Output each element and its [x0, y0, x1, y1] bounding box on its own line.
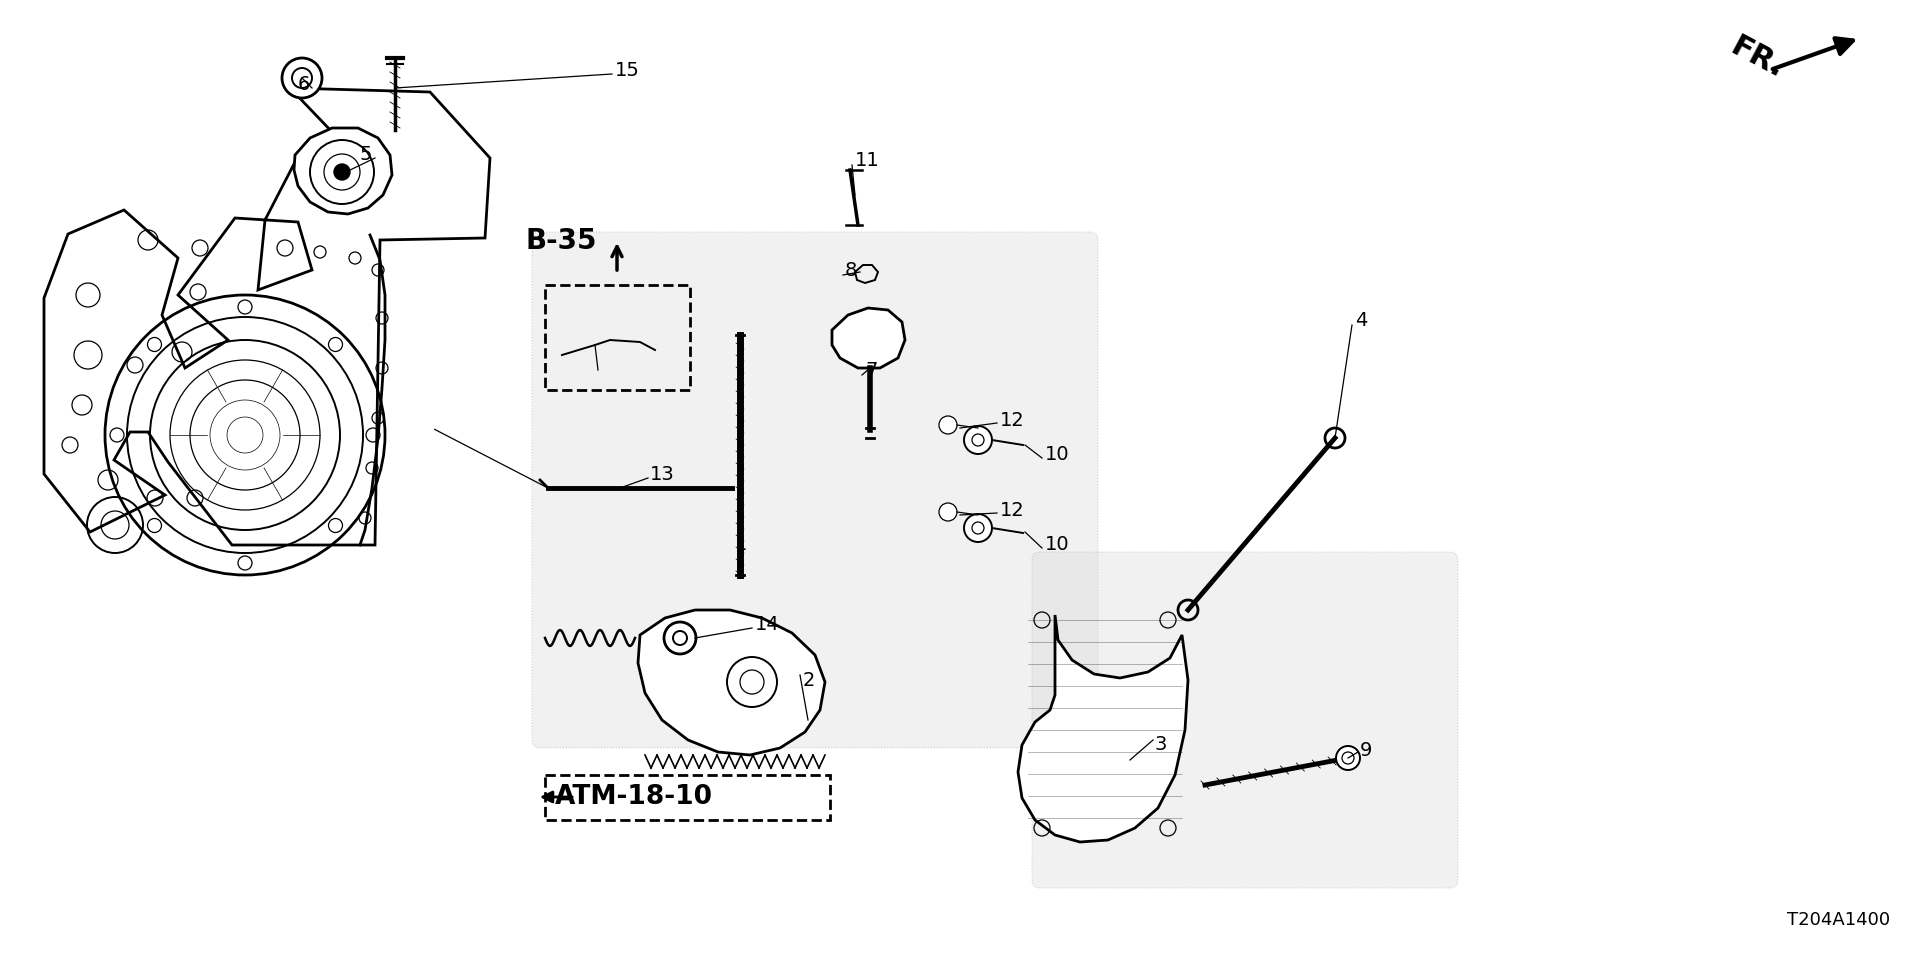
Polygon shape: [637, 610, 826, 755]
Text: 12: 12: [1000, 500, 1025, 519]
Text: 5: 5: [359, 146, 372, 164]
Text: 14: 14: [755, 615, 780, 635]
FancyBboxPatch shape: [532, 232, 1098, 748]
Text: B-35: B-35: [524, 227, 597, 255]
Polygon shape: [44, 88, 490, 545]
Text: 4: 4: [1356, 310, 1367, 329]
Circle shape: [334, 164, 349, 180]
Text: 11: 11: [854, 151, 879, 170]
Text: 10: 10: [1044, 536, 1069, 555]
Text: 2: 2: [803, 670, 816, 689]
Polygon shape: [1018, 615, 1188, 842]
Bar: [545, 285, 689, 390]
Circle shape: [939, 503, 956, 521]
Circle shape: [282, 58, 323, 98]
Text: ATM-18-10: ATM-18-10: [555, 784, 712, 810]
Polygon shape: [831, 308, 904, 368]
Text: 1: 1: [735, 536, 747, 555]
Text: 12: 12: [1000, 411, 1025, 429]
Text: 6: 6: [298, 76, 309, 94]
Text: 13: 13: [651, 466, 674, 485]
Text: T204A1400: T204A1400: [1788, 911, 1889, 929]
Circle shape: [964, 514, 993, 542]
Bar: [545, 775, 829, 820]
Text: FR.: FR.: [1724, 32, 1789, 84]
Circle shape: [964, 426, 993, 454]
FancyBboxPatch shape: [1033, 552, 1457, 888]
Text: 10: 10: [1044, 445, 1069, 465]
Polygon shape: [294, 128, 392, 214]
Text: 3: 3: [1156, 735, 1167, 755]
Text: 7: 7: [866, 361, 877, 379]
Circle shape: [1336, 746, 1359, 770]
FancyArrowPatch shape: [1772, 38, 1853, 69]
Text: 9: 9: [1359, 740, 1373, 759]
Text: 15: 15: [614, 60, 639, 80]
Circle shape: [664, 622, 695, 654]
Circle shape: [939, 416, 956, 434]
Text: 8: 8: [845, 260, 858, 279]
